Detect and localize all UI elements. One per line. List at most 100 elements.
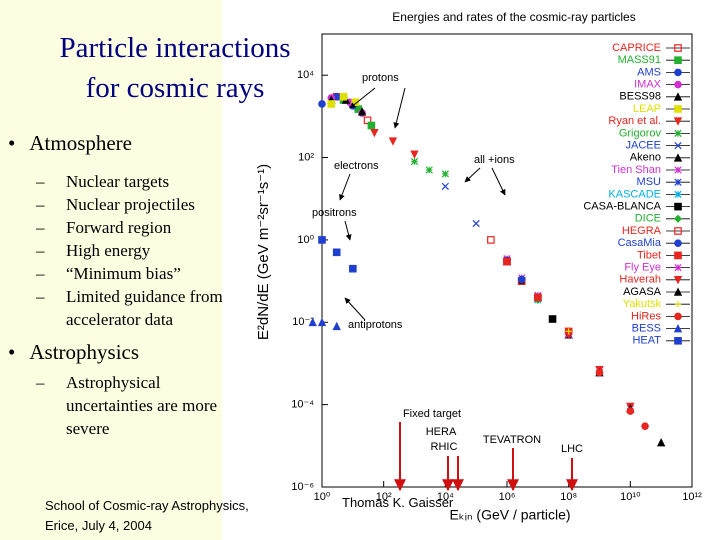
y-axis-label: E²dN/dE (GeV m⁻²sr⁻¹s⁻¹) bbox=[255, 164, 272, 340]
legend-label: Ryan et al. bbox=[608, 115, 661, 127]
legend-marker bbox=[674, 301, 682, 308]
legend-marker bbox=[674, 251, 682, 260]
chart-background bbox=[222, 0, 720, 540]
legend-marker bbox=[674, 227, 682, 235]
x-axis-label: Eₖᵢₙ (GeV / particle) bbox=[449, 507, 570, 523]
sub-list: Nuclear targets Nuclear projectiles Forw… bbox=[36, 170, 251, 331]
legend-marker bbox=[674, 312, 682, 321]
data-point bbox=[308, 317, 317, 327]
legend-marker bbox=[674, 56, 682, 65]
data-point bbox=[441, 170, 449, 178]
legend-label: JACEE bbox=[626, 140, 661, 152]
y-tick-label: 10⁰ bbox=[297, 234, 314, 246]
data-point bbox=[441, 182, 449, 190]
legend-marker bbox=[673, 153, 683, 162]
x-tick-label: 10⁸ bbox=[560, 491, 577, 503]
legend-marker bbox=[673, 214, 683, 223]
sub-item: Forward region bbox=[36, 216, 251, 239]
annotation-arrow bbox=[393, 87, 406, 129]
data-point bbox=[595, 368, 604, 377]
legend-label: CAPRICE bbox=[612, 42, 661, 54]
data-point bbox=[487, 236, 495, 244]
annotation: antiprotons bbox=[348, 319, 403, 331]
legend-marker bbox=[674, 239, 682, 248]
data-point bbox=[367, 121, 376, 130]
legend-marker bbox=[674, 166, 682, 174]
data-point bbox=[317, 317, 327, 327]
title-line: Particle interactions bbox=[59, 32, 291, 64]
annotation: TEVATRON bbox=[483, 434, 541, 446]
data-point bbox=[339, 92, 348, 101]
annotation-arrow bbox=[344, 220, 352, 241]
annotation: LHC bbox=[561, 443, 583, 455]
legend-marker bbox=[674, 178, 682, 186]
legend-marker bbox=[673, 92, 683, 101]
y-tick-label: 10⁻⁴ bbox=[291, 399, 314, 411]
data-point bbox=[503, 257, 511, 266]
legend-marker bbox=[674, 190, 682, 199]
sub-item: “Minimum bias” bbox=[36, 262, 251, 285]
legend-marker bbox=[674, 80, 682, 89]
x-tick-label: 10¹⁰ bbox=[620, 491, 641, 503]
footer-left: School of Cosmic-ray Astrophysics, Erice… bbox=[45, 496, 249, 536]
x-tick-label: 10⁶ bbox=[499, 491, 516, 503]
y-tick-label: 10⁻⁶ bbox=[291, 481, 314, 493]
annotation: all +ions bbox=[474, 154, 515, 166]
legend-label: Fly Eye bbox=[624, 262, 661, 274]
y-tick-label: 10⁴ bbox=[297, 69, 314, 81]
legend-label: Grigorov bbox=[619, 127, 662, 139]
legend-label: BESS bbox=[632, 323, 661, 335]
sub-item: Limited guidance from accelerator data bbox=[36, 285, 251, 331]
data-point bbox=[472, 219, 480, 228]
legend-marker bbox=[674, 105, 682, 113]
annotation: protons bbox=[362, 72, 399, 84]
y-tick-label: 10² bbox=[298, 151, 314, 163]
annotation: RHIC bbox=[431, 441, 458, 453]
legend-marker bbox=[673, 287, 683, 296]
annotation: positrons bbox=[312, 207, 357, 219]
legend-label: IMAX bbox=[634, 79, 662, 91]
title-line: for cosmic rays bbox=[85, 72, 265, 104]
annotation-arrow bbox=[349, 87, 376, 109]
data-point bbox=[318, 100, 326, 108]
bullet: Astrophysics bbox=[8, 340, 139, 365]
sub-item: Astrophysical uncertainties are more sev… bbox=[36, 371, 246, 440]
legend-label: BESS98 bbox=[619, 91, 661, 103]
legend-label: Yakutsk bbox=[623, 298, 662, 310]
annotation-arrow bbox=[344, 297, 366, 321]
data-point bbox=[656, 438, 666, 447]
data-point bbox=[370, 128, 379, 138]
legend-marker bbox=[673, 117, 683, 126]
legend-marker bbox=[673, 276, 683, 285]
sub-list: Astrophysical uncertainties are more sev… bbox=[36, 371, 246, 440]
annotation-arrow bbox=[491, 167, 506, 196]
x-tick-label: 10¹² bbox=[682, 491, 702, 503]
y-tick-label: 10⁻² bbox=[292, 316, 314, 328]
legend-label: MASS91 bbox=[618, 54, 661, 66]
data-point bbox=[318, 236, 326, 244]
legend-label: KASCADE bbox=[608, 188, 661, 200]
legend-label: MSU bbox=[637, 176, 662, 188]
legend-label: HEGRA bbox=[622, 225, 662, 237]
annotation: Fixed target bbox=[403, 408, 461, 420]
annotation: electrons bbox=[334, 160, 379, 172]
data-point bbox=[332, 321, 341, 331]
legend-marker bbox=[674, 68, 682, 77]
x-tick-label: 10⁰ bbox=[314, 491, 331, 503]
annotation-arrow bbox=[464, 167, 481, 183]
legend-label: CASA-BLANCA bbox=[583, 201, 661, 213]
legend-label: HiRes bbox=[631, 310, 661, 322]
data-point bbox=[363, 116, 372, 125]
bullet: Atmosphere bbox=[8, 131, 132, 156]
slide-title: Particle interactions for cosmic rays bbox=[20, 28, 330, 108]
legend-marker bbox=[674, 129, 682, 138]
data-point bbox=[534, 293, 542, 302]
data-point bbox=[517, 275, 526, 284]
legend-marker bbox=[674, 141, 682, 150]
legend-label: Haverah bbox=[619, 274, 661, 286]
legend-label: LEAP bbox=[633, 103, 661, 115]
legend-marker bbox=[674, 337, 682, 345]
sub-item: Nuclear projectiles bbox=[36, 193, 251, 216]
data-point bbox=[357, 107, 367, 116]
